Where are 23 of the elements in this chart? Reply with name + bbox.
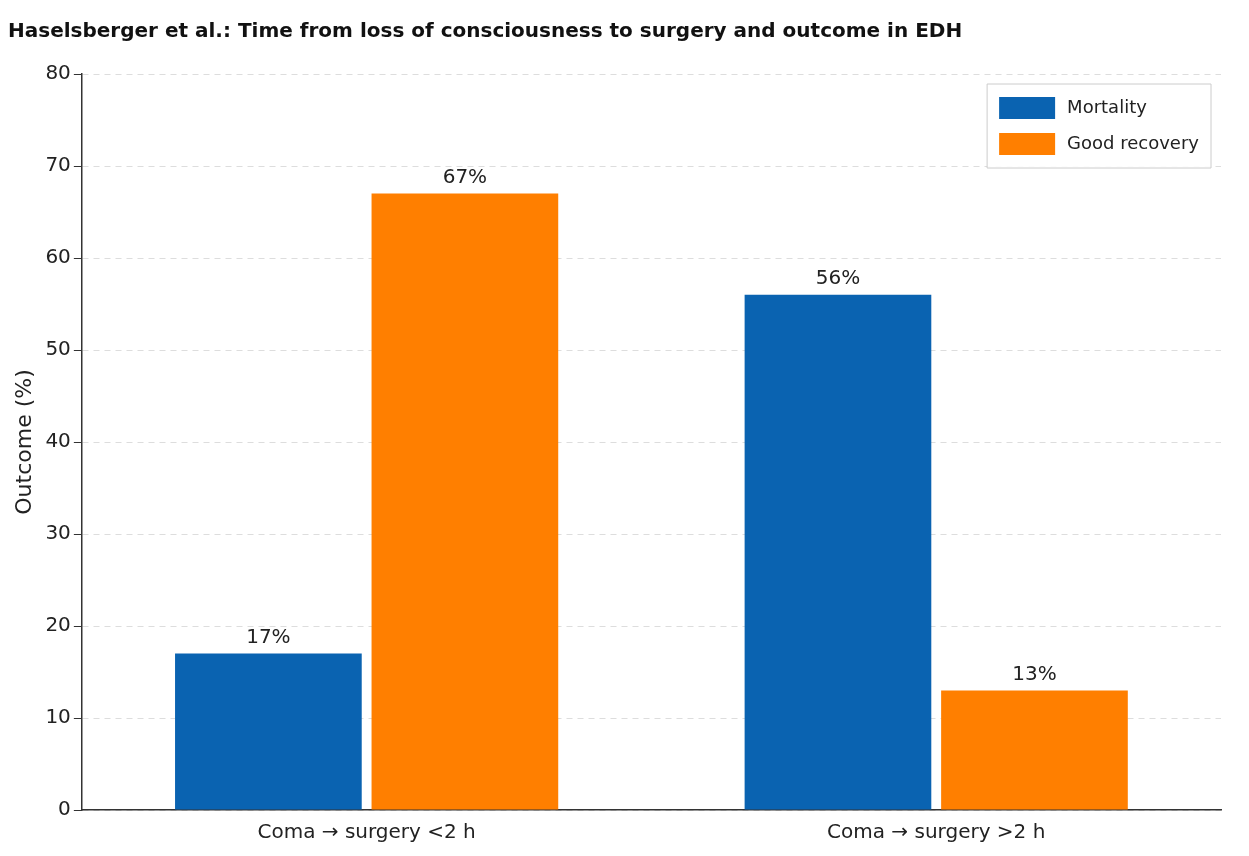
y-tick-label: 50 (45, 336, 71, 361)
y-tick-label: 70 (45, 152, 71, 177)
legend-label: Mortality (1067, 95, 1148, 117)
y-tick-label: 40 (45, 428, 71, 453)
y-tick-label: 80 (45, 60, 71, 85)
data-label: 56% (815, 265, 861, 289)
y-tick-label: 20 (45, 612, 71, 637)
x-tick-label: Coma → surgery >2 h (827, 819, 1046, 844)
data-label: 67% (442, 163, 488, 188)
bar (744, 294, 932, 810)
y-tick-label: 60 (45, 244, 71, 269)
x-tick-label: Coma → surgery <2 h (257, 819, 476, 844)
chart-title: Haselsberger et al.: Time from loss of consciousness to surgery and outcome in EDH (8, 18, 963, 43)
y-tick-label: 30 (45, 520, 71, 545)
bar (371, 193, 559, 810)
bar (175, 653, 362, 810)
data-label: 13% (1012, 660, 1057, 685)
legend-label: Good recovery (1067, 131, 1200, 153)
y-axis-title: Outcome (%) (10, 369, 36, 515)
y-tick-label: 0 (58, 796, 71, 821)
bar (941, 690, 1128, 810)
data-label: 17% (246, 623, 291, 648)
y-tick-label: 10 (45, 704, 71, 729)
